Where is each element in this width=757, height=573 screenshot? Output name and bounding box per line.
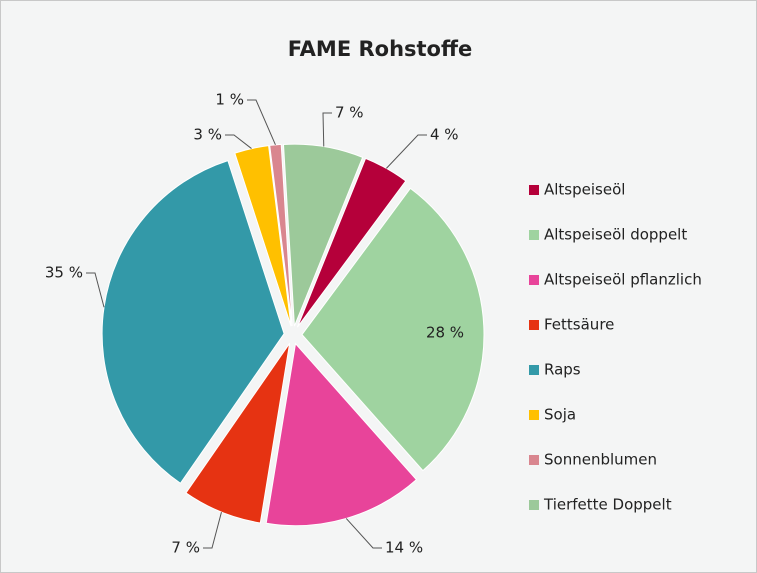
leader-line <box>386 134 427 169</box>
legend-label: Soja <box>544 406 576 424</box>
pie-slice <box>296 157 407 328</box>
chart-title: FAME Rohstoffe <box>288 37 473 61</box>
data-label: 7 % <box>171 539 200 557</box>
data-label: 35 % <box>45 264 83 282</box>
leader-line <box>203 511 222 549</box>
leader-line <box>225 134 252 149</box>
data-label: 1 % <box>215 91 244 109</box>
legend-label: Raps <box>544 361 581 379</box>
pie-slice <box>265 342 418 527</box>
data-label: 4 % <box>430 126 459 144</box>
legend-swatch <box>529 185 539 195</box>
legend-label: Altspeiseöl doppelt <box>544 226 687 244</box>
pie-slice <box>101 159 285 484</box>
legend-label: Altspeiseöl <box>544 181 625 199</box>
leader-line <box>345 518 382 549</box>
legend-swatch <box>529 275 539 285</box>
data-label: 3 % <box>193 126 222 144</box>
legend-label: Sonnenblumen <box>544 451 657 469</box>
data-label: 28 % <box>426 324 464 342</box>
legend-swatch <box>529 365 539 375</box>
pie-slice <box>234 145 292 327</box>
leader-line <box>86 272 105 308</box>
leader-line <box>322 112 332 147</box>
legend-label: Tierfette Doppelt <box>543 496 672 514</box>
data-label: 14 % <box>385 539 423 557</box>
legend-swatch <box>529 320 539 330</box>
legend-swatch <box>529 230 539 240</box>
pie-slice <box>301 187 485 472</box>
legend-swatch <box>529 455 539 465</box>
data-label: 7 % <box>335 104 364 122</box>
legend-label: Altspeiseöl pflanzlich <box>544 271 702 289</box>
legend-swatch <box>529 500 539 510</box>
legend-swatch <box>529 410 539 420</box>
leader-line <box>247 99 276 146</box>
legend-label: Fettsäure <box>544 316 614 334</box>
